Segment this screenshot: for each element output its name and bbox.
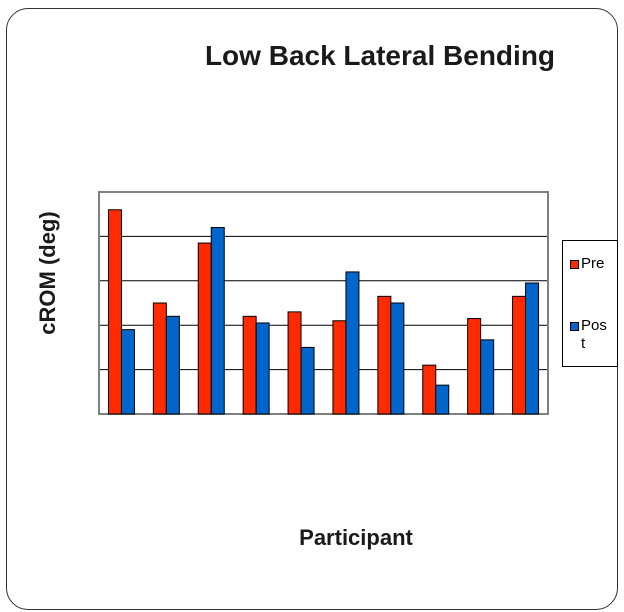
bar-pre-6 (332, 320, 347, 415)
bar-post-1 (120, 329, 135, 415)
bar-pre-9 (467, 318, 482, 415)
bar-pre-3 (197, 242, 212, 415)
bar-pre-8 (422, 364, 437, 415)
bar-post-2 (165, 315, 180, 415)
bar-post-9 (480, 339, 495, 415)
bar-post-4 (255, 322, 270, 415)
bar-post-7 (390, 302, 405, 415)
bar-pre-2 (152, 302, 167, 415)
legend-label-post: Pos t (581, 317, 607, 352)
bar-pre-1 (107, 209, 122, 415)
bar-pre-4 (242, 315, 257, 415)
bar-post-3 (210, 227, 225, 415)
x-axis-label: Participant (299, 525, 413, 550)
legend-swatch-pre (570, 260, 579, 269)
legend-label-pre: Pre (581, 255, 605, 272)
bar-post-6 (345, 271, 360, 415)
bar-pre-10 (512, 295, 527, 415)
legend: Pre Pos t (562, 240, 618, 367)
bar-post-5 (300, 346, 315, 415)
bar-pre-7 (377, 295, 392, 415)
plot-border (98, 191, 549, 415)
bar-post-10 (525, 282, 540, 415)
bar-post-8 (435, 384, 450, 415)
legend-swatch-post (570, 322, 579, 331)
chart-title: Low Back Lateral Bending (204, 40, 556, 71)
bar-pre-5 (287, 311, 302, 415)
